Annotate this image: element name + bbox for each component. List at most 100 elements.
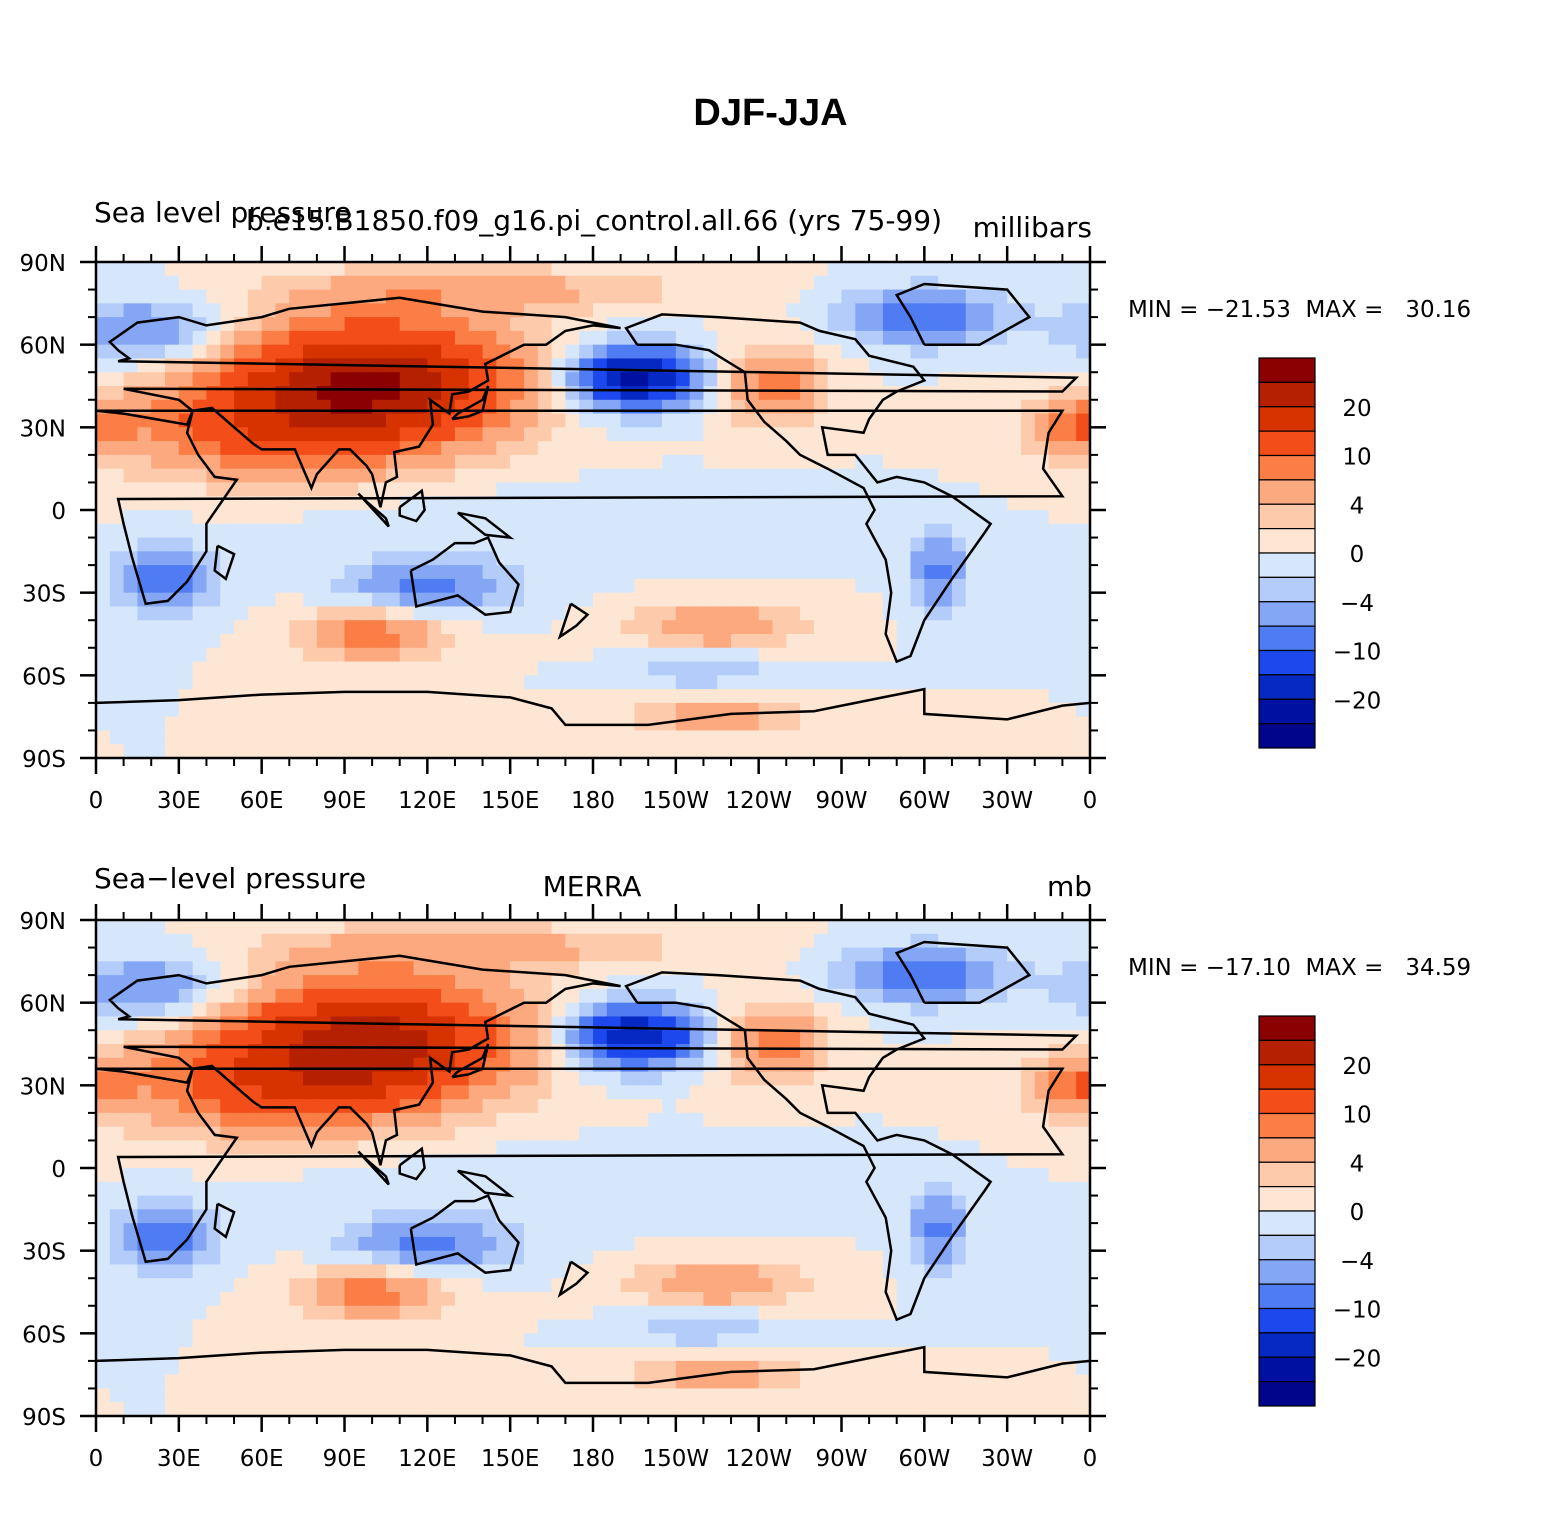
field-cell [523, 1168, 539, 1183]
field-cell [786, 358, 801, 373]
field-cell [800, 592, 815, 608]
field-cell [1062, 523, 1077, 539]
field-cell [344, 1195, 359, 1210]
field-cell [427, 730, 442, 745]
field-cell [565, 947, 580, 962]
field-cell [220, 933, 235, 949]
field-cell [192, 675, 208, 690]
field-cell [841, 482, 856, 497]
field-cell [951, 744, 967, 758]
field-cell [1020, 275, 1036, 291]
field-cell [813, 1140, 829, 1155]
field-cell [786, 413, 801, 428]
field-cell [1034, 1264, 1050, 1279]
field-cell [620, 961, 636, 976]
field-cell [1076, 468, 1090, 484]
field-cell [330, 1112, 346, 1128]
field-cell [1020, 372, 1036, 387]
field-cell [565, 1333, 580, 1348]
field-cell [565, 744, 580, 758]
field-cell [523, 661, 539, 676]
field-cell [137, 744, 152, 758]
field-cell [454, 606, 470, 621]
field-cell [648, 702, 663, 718]
coastline [409, 535, 520, 616]
field-cell [523, 510, 539, 525]
field-cell [606, 303, 622, 318]
field-cell [510, 634, 525, 649]
field-cell [772, 634, 787, 649]
field-cell [827, 647, 843, 663]
field-cell [234, 289, 249, 304]
field-cell [758, 441, 774, 456]
field-cell [1020, 1264, 1036, 1279]
field-cell [151, 454, 166, 470]
field-cell [137, 1209, 152, 1224]
field-cell [192, 1250, 208, 1266]
field-cell [951, 317, 967, 332]
field-cell [96, 317, 111, 332]
field-cell [675, 289, 691, 304]
field-cell [537, 551, 553, 566]
field-cell [717, 537, 732, 552]
field-cell [689, 675, 705, 690]
field-cell [1048, 441, 1063, 456]
field-cell [427, 427, 442, 442]
field-cell [220, 262, 235, 277]
field-cell [330, 1002, 346, 1018]
field-cell [358, 1030, 373, 1045]
field-cell [537, 510, 553, 525]
field-cell [385, 262, 401, 277]
field-cell [689, 275, 705, 291]
field-cell [620, 1099, 636, 1114]
field-cell [675, 537, 691, 552]
field-cell [344, 496, 359, 511]
field-cell [123, 468, 139, 484]
field-cell [620, 1223, 636, 1238]
field-cell [358, 1085, 373, 1100]
field-cell [606, 1223, 622, 1238]
field-cell [965, 716, 981, 732]
field-cell [579, 427, 594, 442]
field-cell [468, 454, 484, 470]
field-cell [675, 578, 691, 594]
field-cell [510, 1085, 525, 1100]
field-cell [786, 647, 801, 663]
field-cell [1048, 262, 1063, 277]
field-cell [372, 1292, 387, 1307]
field-cell [1076, 510, 1090, 525]
field-cell [1007, 1305, 1022, 1321]
field-cell [855, 468, 870, 484]
field-cell [123, 1030, 139, 1045]
field-cell [330, 988, 346, 1004]
field-cell [855, 647, 870, 663]
field-cell [1007, 661, 1022, 676]
field-cell [896, 275, 912, 291]
field-cell [496, 454, 511, 470]
field-cell [123, 730, 139, 745]
field-cell [247, 1002, 263, 1018]
field-cell [454, 289, 470, 304]
field-cell [468, 413, 484, 428]
field-cell [358, 1319, 373, 1334]
field-cell [717, 441, 732, 456]
field-cell [813, 1030, 829, 1045]
field-cell [123, 1250, 139, 1266]
field-cell [869, 1264, 884, 1279]
field-cell [993, 730, 1008, 745]
field-cell [413, 1305, 428, 1321]
field-cell [965, 702, 981, 718]
field-cell [772, 675, 787, 690]
field-cell [510, 551, 525, 566]
field-cell [385, 510, 401, 525]
field-cell [123, 1099, 139, 1114]
field-cell [703, 496, 718, 511]
field-cell [855, 592, 870, 608]
field-cell [496, 975, 511, 990]
field-cell [247, 647, 263, 663]
field-cell [951, 344, 967, 360]
field-cell [289, 510, 304, 525]
field-cell [192, 1071, 208, 1086]
field-cell [151, 289, 166, 304]
